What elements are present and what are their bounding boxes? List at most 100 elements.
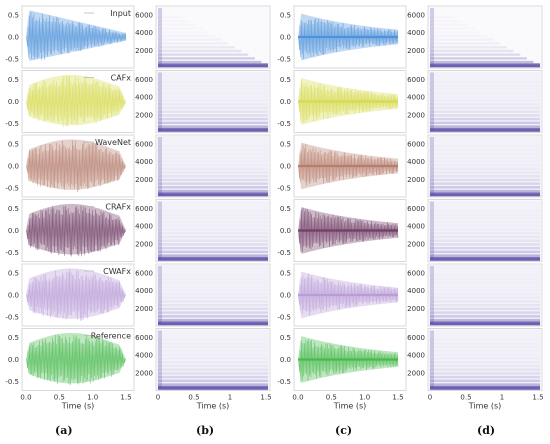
panel-frame [427, 134, 543, 198]
ytick-label: 4000 [135, 223, 153, 231]
ytick-label: 4000 [407, 287, 425, 295]
ytick-label: -0.5 [5, 120, 19, 128]
harmonic-band [158, 250, 268, 254]
harmonic-band [430, 182, 540, 185]
panel-r0-c1: 6000 4000 2000 [135, 5, 271, 69]
xtick-label: 1.0 [87, 394, 98, 402]
xtick-label: 0.5 [54, 394, 65, 402]
fundamental-band [430, 127, 540, 132]
harmonic-band [430, 99, 540, 101]
harmonic-band [430, 250, 540, 254]
harmonic-band [430, 357, 540, 359]
harmonic-band [158, 282, 268, 284]
panel-r2-c3: 6000 4000 2000 [407, 134, 543, 198]
xtick-label: 0.5 [460, 394, 471, 402]
ytick-label: -0.5 [277, 378, 291, 386]
panel-r3-c0: 0.5 0.0 -0.5 [5, 199, 135, 262]
harmonic-band [430, 96, 540, 98]
onset-column [430, 8, 434, 66]
onset-column [430, 201, 434, 260]
ytick-label: 2000 [407, 240, 425, 248]
legend-reference: Reference [84, 332, 131, 341]
ytick-label: -0.5 [277, 185, 291, 193]
panel-r1-c0: 0.5 0.0 -0.5 [5, 70, 135, 133]
ytick-label: -0.5 [5, 378, 19, 386]
ytick-label: 0.5 [280, 11, 291, 19]
harmonic-band [430, 210, 540, 212]
spectrogram-haze [157, 71, 269, 132]
harmonic-band [158, 167, 268, 170]
harmonic-band [158, 24, 195, 26]
harmonic-band [430, 103, 540, 106]
harmonic-band [430, 121, 540, 125]
x-axis-label: Time (s) [196, 402, 230, 411]
ytick-label: 4000 [407, 223, 425, 231]
harmonic-band [430, 42, 501, 45]
harmonic-band [158, 383, 268, 386]
ytick-label: 0.5 [280, 269, 291, 277]
ytick-label: 0.5 [8, 140, 19, 148]
ytick-label: -0.5 [5, 185, 19, 193]
panel-frame [155, 263, 271, 327]
onset-column [158, 8, 162, 66]
panel-frame [155, 199, 271, 262]
harmonic-band [158, 153, 268, 155]
panel-r1-c1: 6000 4000 2000 [135, 70, 271, 133]
harmonic-band [158, 300, 268, 303]
ytick-label: 2000 [135, 305, 153, 313]
ytick-label: 0.5 [280, 140, 291, 148]
spectrogram-haze [157, 265, 269, 325]
ytick-label: 0.0 [8, 356, 19, 364]
fundamental-band [158, 192, 268, 197]
harmonic-band [430, 160, 540, 162]
harmonic-band [430, 254, 540, 257]
harmonic-band [430, 318, 540, 322]
xtick-label: 0 [156, 394, 160, 402]
panel-r0-c2: 0.5 0.0 -0.5 [277, 5, 407, 69]
harmonic-band [158, 364, 268, 368]
harmonic-band [158, 228, 268, 230]
ytick-label: 2000 [135, 369, 153, 377]
harmonic-band [158, 110, 268, 113]
spectrogram-haze [429, 71, 541, 132]
harmonic-band [430, 45, 507, 49]
harmonic-band [158, 103, 268, 106]
harmonic-band [158, 210, 268, 212]
waveform-trace [298, 207, 399, 252]
harmonic-band [430, 164, 540, 166]
ytick-label: 6000 [135, 205, 153, 213]
harmonic-band [430, 81, 540, 83]
harmonic-band [158, 307, 268, 311]
onset-column [430, 137, 434, 195]
harmonic-band [430, 24, 467, 26]
harmonic-band [158, 31, 209, 33]
ytick-label: 0.5 [8, 205, 19, 213]
harmonic-band [158, 145, 268, 147]
panel-r2-c1: 6000 4000 2000 [135, 134, 271, 198]
waveform-trace [26, 268, 126, 321]
harmonic-band [430, 92, 540, 94]
harmonic-band [430, 315, 540, 318]
waveform-trace [298, 273, 399, 316]
fundamental-band [158, 385, 268, 390]
spectrogram-haze [429, 265, 541, 325]
harmonic-band [158, 232, 268, 235]
ytick-label: 0.5 [8, 334, 19, 342]
ytick-label: 2000 [135, 47, 153, 55]
harmonic-band [158, 99, 268, 101]
ytick-label: -0.5 [277, 56, 291, 64]
spectrogram-haze [157, 329, 269, 390]
harmonic-band [158, 174, 268, 178]
harmonic-band [158, 372, 268, 375]
harmonic-band [158, 35, 215, 37]
xtick-label: 1.5 [120, 394, 131, 402]
harmonic-band [430, 383, 540, 386]
harmonic-band [158, 315, 268, 318]
harmonic-band [158, 20, 189, 22]
harmonic-band [430, 174, 540, 178]
panel-r3-c1: 6000 4000 2000 [135, 199, 271, 262]
harmonic-band [158, 293, 268, 295]
onset-column [430, 330, 434, 389]
ytick-label: 2000 [407, 305, 425, 313]
